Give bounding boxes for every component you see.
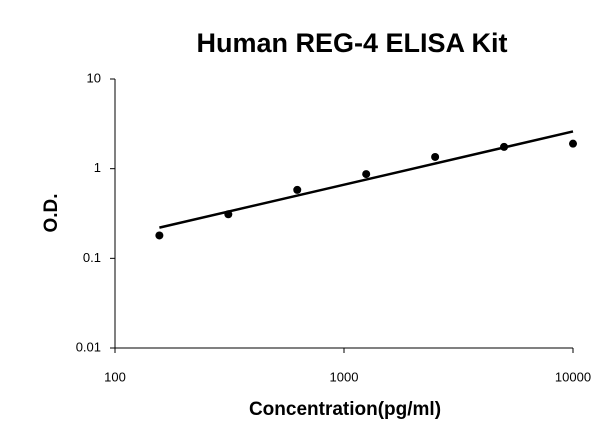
x-tick-label: 1000 — [330, 369, 359, 384]
data-point — [224, 210, 233, 219]
data-point — [293, 185, 302, 194]
y-axis-label: O.D. — [41, 193, 62, 232]
data-point — [569, 139, 577, 148]
x-tick-label: 10000 — [555, 369, 591, 384]
data-point — [362, 170, 371, 179]
data-point — [500, 142, 509, 151]
fit-line — [159, 130, 574, 229]
chart-title: Human REG-4 ELISA Kit — [196, 28, 507, 58]
y-tick-label: 0.1 — [83, 250, 101, 265]
y-tick-label: 1 — [94, 160, 101, 175]
y-tick-label: 0.01 — [76, 339, 101, 354]
y-tick-label: 10 — [87, 70, 101, 85]
x-axis-label: Concentration(pg/ml) — [249, 399, 441, 420]
x-tick-label: 100 — [104, 369, 126, 384]
data-point — [155, 231, 164, 240]
data-point — [431, 152, 440, 161]
